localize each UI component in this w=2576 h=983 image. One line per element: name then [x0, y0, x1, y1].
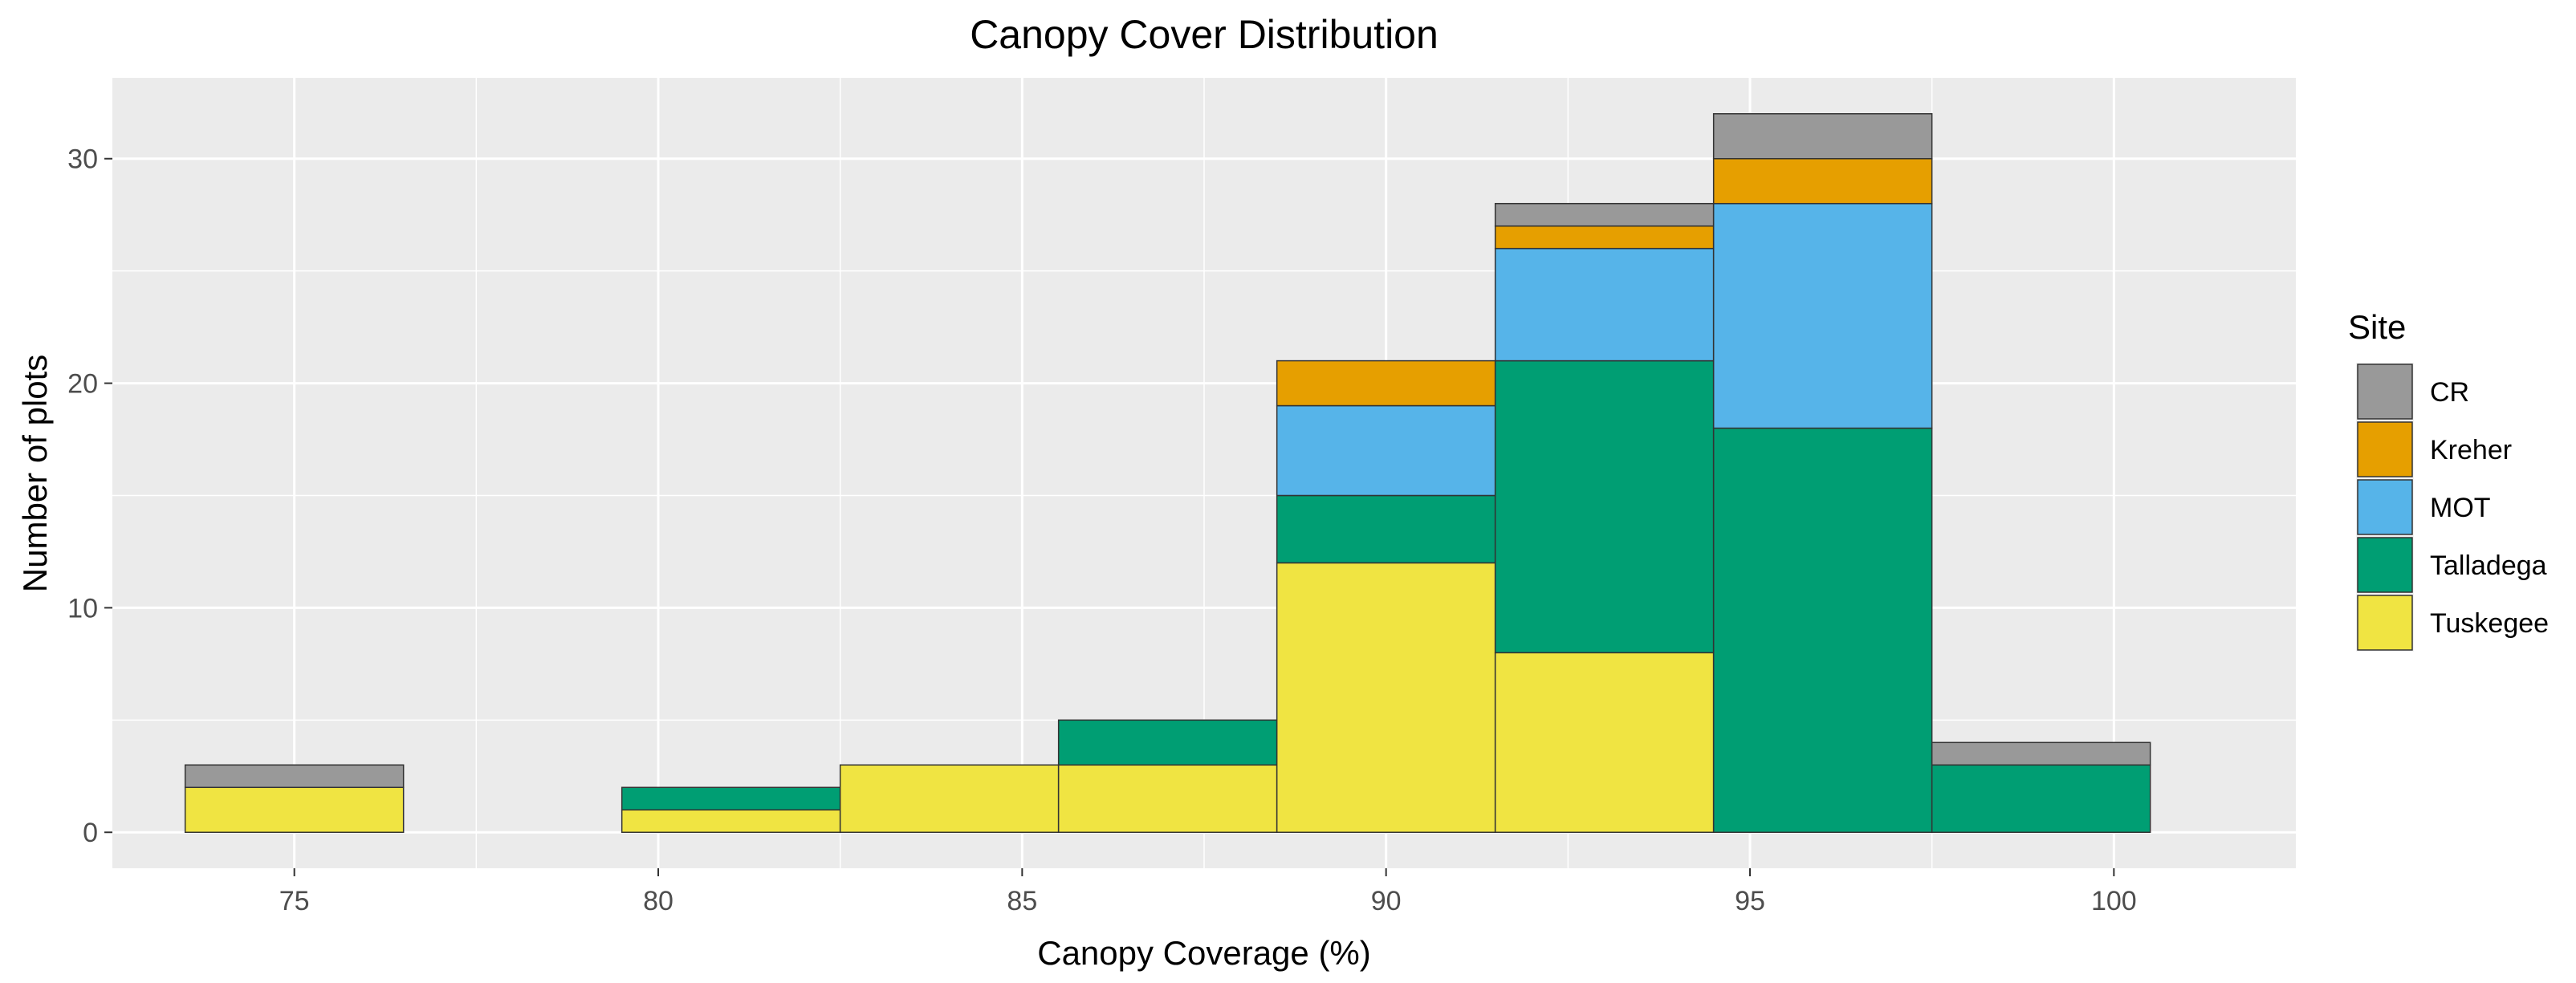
y-tick-label: 30 — [67, 144, 98, 175]
x-tick-label: 75 — [279, 886, 310, 916]
bar-segment — [1712, 157, 1933, 205]
x-tick-label: 90 — [1371, 886, 1402, 916]
y-axis: 0 10 20 30 — [67, 144, 112, 848]
legend-label: Tuskegee — [2430, 608, 2549, 639]
bar-segment — [1494, 225, 1715, 250]
legend-label: CR — [2430, 377, 2469, 408]
bar-segment — [1057, 764, 1278, 833]
legend-swatch — [2357, 364, 2413, 420]
legend-swatch — [2357, 421, 2413, 477]
bar-segment — [1057, 719, 1278, 766]
y-tick-label: 0 — [83, 818, 98, 848]
y-tick-label: 20 — [67, 369, 98, 400]
bar-segment — [1712, 427, 1933, 833]
bar-segment — [1276, 494, 1496, 564]
bar-segment — [1276, 359, 1496, 407]
bar-segment — [1931, 764, 2151, 833]
legend-label: Talladega — [2430, 550, 2547, 581]
legend-title: Site — [2348, 308, 2406, 346]
bar-segment — [1494, 652, 1715, 833]
bar-segment — [839, 764, 1060, 833]
bar-segment — [1276, 404, 1496, 497]
x-tick-label: 80 — [643, 886, 674, 916]
x-tick-label: 95 — [1735, 886, 1765, 916]
legend-label: MOT — [2430, 493, 2491, 523]
bar-segment — [1276, 562, 1496, 833]
bar-segment — [621, 809, 841, 833]
bar-segment — [184, 786, 405, 833]
legend-swatch — [2357, 595, 2413, 651]
x-axis-title: Canopy Coverage (%) — [1037, 934, 1371, 972]
bar-segment — [1494, 247, 1715, 362]
bar-segment — [1712, 202, 1933, 429]
chart-title: Canopy Cover Distribution — [970, 12, 1439, 57]
legend: Site CR Kreher MOT Talladega Tuskegee — [2348, 308, 2549, 652]
x-tick-label: 100 — [2091, 886, 2137, 916]
legend-swatch — [2357, 537, 2413, 593]
bar-segment — [1494, 359, 1715, 654]
bar-segment — [184, 764, 405, 789]
bar-segment — [1494, 202, 1715, 227]
bar-segment — [1931, 741, 2151, 766]
bar-segment — [621, 786, 841, 810]
legend-label: Kreher — [2430, 435, 2512, 465]
y-axis-title: Number of plots — [16, 355, 54, 592]
x-tick-label: 85 — [1007, 886, 1037, 916]
legend-swatch — [2357, 479, 2413, 535]
bar-segment — [1712, 113, 1933, 160]
x-axis: 75 80 85 90 95 100 — [279, 868, 2137, 916]
y-tick-label: 10 — [67, 593, 98, 624]
histogram-bars — [184, 113, 2151, 833]
